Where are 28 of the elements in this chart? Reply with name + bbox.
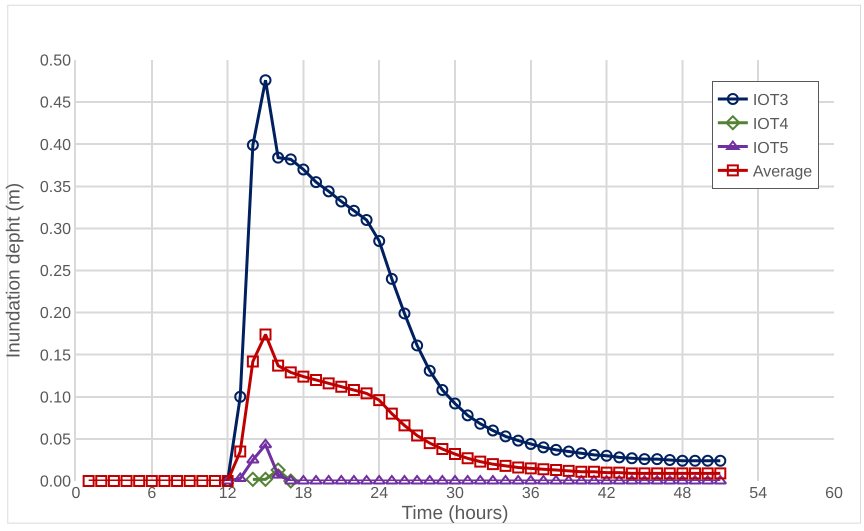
x-tick-label: 6 xyxy=(147,485,156,502)
y-axis-title: Inundation depht (m) xyxy=(3,182,24,358)
y-tick-label: 0.25 xyxy=(40,263,72,280)
x-tick-label: 42 xyxy=(598,485,616,502)
y-tick-label: 0.30 xyxy=(40,221,72,238)
x-tick-label: 18 xyxy=(294,485,312,502)
legend-label: IOT3 xyxy=(752,92,789,110)
y-tick-label: 0.35 xyxy=(40,178,72,196)
y-tick-label: 0.45 xyxy=(40,94,72,112)
legend-label: IOT4 xyxy=(752,116,789,133)
x-tick-label: 48 xyxy=(674,485,692,502)
legend-label: Average xyxy=(752,164,812,181)
y-tick-label: 0.05 xyxy=(40,432,72,448)
x-tick-label: 30 xyxy=(446,485,464,502)
y-tick-label: 0.00 xyxy=(40,474,72,491)
y-tick-label: 0.20 xyxy=(40,305,72,322)
y-tick-label: 0.10 xyxy=(40,389,72,406)
x-tick-label: 54 xyxy=(749,485,768,502)
x-axis-title: Time (hours) xyxy=(402,502,508,524)
y-tick-label: 0.15 xyxy=(40,347,72,364)
x-tick-label: 0 xyxy=(72,485,81,502)
x-tick-label: 36 xyxy=(522,485,540,502)
y-tick-label: 0.40 xyxy=(40,136,72,154)
x-tick-label: 12 xyxy=(218,485,237,502)
x-tick-label: 24 xyxy=(370,485,388,502)
y-tick-label: 0.50 xyxy=(40,52,72,70)
legend-label: IOT5 xyxy=(752,140,789,157)
x-tick-label: 60 xyxy=(825,485,843,502)
